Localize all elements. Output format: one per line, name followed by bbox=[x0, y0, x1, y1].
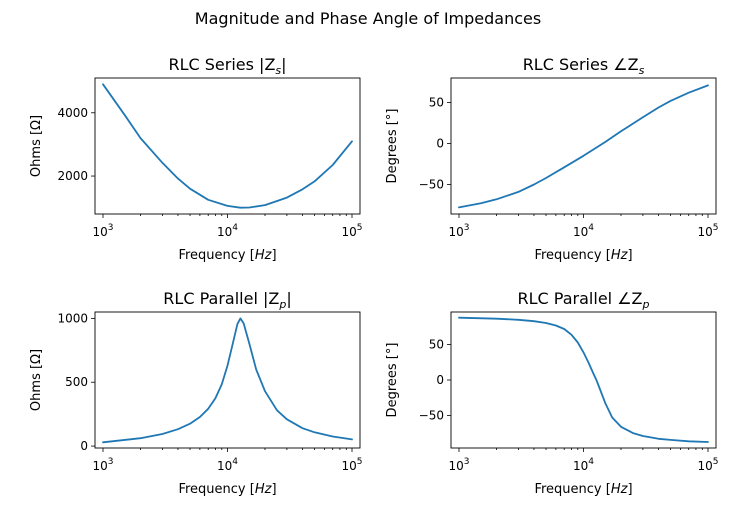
x-tick-base: 10 bbox=[341, 459, 356, 473]
x-tick-exponent: 4 bbox=[588, 223, 594, 233]
subplot-title-subscript: s bbox=[639, 64, 645, 77]
x-tick-label: 103 bbox=[92, 223, 113, 239]
x-tick-base: 10 bbox=[697, 459, 712, 473]
subplot-title-suffix: | bbox=[286, 289, 291, 308]
x-tick-label: 104 bbox=[573, 457, 594, 473]
subplot-title-subscript: s bbox=[275, 64, 281, 77]
x-axis-label-suffix: ] bbox=[627, 248, 632, 263]
subplot-title-suffix: | bbox=[281, 55, 286, 74]
subplot-title: RLC Parallel ∠Zp bbox=[518, 289, 650, 311]
y-tick-label: 500 bbox=[65, 375, 88, 389]
series-line bbox=[458, 316, 709, 443]
y-tick-label: −50 bbox=[419, 408, 444, 422]
x-tick-exponent: 5 bbox=[713, 457, 719, 467]
x-tick-base: 10 bbox=[448, 225, 463, 239]
x-tick-base: 10 bbox=[573, 459, 588, 473]
x-axis-label-unit: Hz bbox=[611, 248, 629, 263]
figure-title: Magnitude and Phase Angle of Impedances bbox=[195, 9, 541, 28]
x-tick-exponent: 5 bbox=[713, 223, 719, 233]
x-axis-label-unit: Hz bbox=[611, 482, 629, 497]
x-axis-label-main: Frequency [ bbox=[178, 248, 254, 263]
x-axis-label-suffix: ] bbox=[271, 482, 276, 497]
x-tick-base: 10 bbox=[92, 225, 107, 239]
x-tick-exponent: 3 bbox=[464, 457, 470, 467]
x-tick-exponent: 3 bbox=[108, 457, 114, 467]
subplot-title-main: RLC Parallel |Z bbox=[163, 289, 279, 308]
y-axis-label: Degrees [°] bbox=[385, 343, 400, 418]
x-tick-base: 10 bbox=[341, 225, 356, 239]
y-tick-label: 0 bbox=[436, 137, 444, 151]
x-tick-exponent: 4 bbox=[232, 457, 238, 467]
subplot-title-subscript: p bbox=[278, 298, 286, 311]
y-axis-label: Degrees [°] bbox=[385, 109, 400, 184]
x-tick-label: 103 bbox=[448, 223, 469, 239]
subplot-title: RLC Parallel |Zp| bbox=[163, 289, 291, 311]
x-axis-label-main: Frequency [ bbox=[534, 248, 610, 263]
x-tick-label: 105 bbox=[697, 223, 718, 239]
x-tick-exponent: 4 bbox=[588, 457, 594, 467]
x-tick-exponent: 3 bbox=[464, 223, 470, 233]
x-axis-label: Frequency [Hz] bbox=[534, 482, 632, 497]
x-tick-label: 105 bbox=[341, 457, 362, 473]
x-tick-label: 105 bbox=[341, 223, 362, 239]
y-tick-label: 0 bbox=[80, 439, 88, 453]
y-tick-label: 50 bbox=[429, 96, 444, 110]
series-line bbox=[102, 83, 353, 209]
subplot-title: RLC Series ∠Zs bbox=[523, 55, 645, 77]
subplot-title-subscript: p bbox=[642, 298, 650, 311]
x-tick-exponent: 3 bbox=[108, 223, 114, 233]
x-tick-base: 10 bbox=[217, 225, 232, 239]
x-tick-base: 10 bbox=[697, 225, 712, 239]
y-axis-label: Ohms [Ω] bbox=[29, 349, 44, 411]
y-axis-label: Ohms [Ω] bbox=[29, 115, 44, 177]
series-line bbox=[102, 317, 353, 444]
y-tick-label: 50 bbox=[429, 338, 444, 352]
x-tick-base: 10 bbox=[448, 459, 463, 473]
y-tick-label: −50 bbox=[419, 178, 444, 192]
x-tick-base: 10 bbox=[217, 459, 232, 473]
subplot-title-main: RLC Series |Z bbox=[168, 55, 275, 74]
x-axis-label: Frequency [Hz] bbox=[178, 248, 276, 263]
x-axis-label-main: Frequency [ bbox=[178, 482, 254, 497]
x-tick-exponent: 5 bbox=[357, 457, 363, 467]
x-tick-label: 104 bbox=[217, 457, 238, 473]
x-axis-label: Frequency [Hz] bbox=[178, 482, 276, 497]
subplot-title-main: RLC Series ∠Z bbox=[523, 55, 639, 74]
x-tick-label: 103 bbox=[92, 457, 113, 473]
x-axis-label-unit: Hz bbox=[255, 248, 273, 263]
x-tick-exponent: 4 bbox=[232, 223, 238, 233]
y-tick-label: 0 bbox=[436, 373, 444, 387]
x-axis-label-suffix: ] bbox=[271, 248, 276, 263]
x-tick-exponent: 5 bbox=[357, 223, 363, 233]
x-tick-label: 103 bbox=[448, 457, 469, 473]
x-tick-label: 104 bbox=[573, 223, 594, 239]
y-tick-label: 1000 bbox=[57, 311, 88, 325]
series-line bbox=[458, 84, 709, 209]
x-axis-label-suffix: ] bbox=[627, 482, 632, 497]
x-tick-label: 104 bbox=[217, 223, 238, 239]
y-tick-label: 2000 bbox=[57, 169, 88, 183]
x-axis-label-main: Frequency [ bbox=[534, 482, 610, 497]
x-tick-base: 10 bbox=[573, 225, 588, 239]
x-tick-base: 10 bbox=[92, 459, 107, 473]
y-tick-label: 4000 bbox=[57, 106, 88, 120]
x-axis-label-unit: Hz bbox=[255, 482, 273, 497]
subplot-title-main: RLC Parallel ∠Z bbox=[518, 289, 643, 308]
subplot-title: RLC Series |Zs| bbox=[168, 55, 286, 77]
x-axis-label: Frequency [Hz] bbox=[534, 248, 632, 263]
x-tick-label: 105 bbox=[697, 457, 718, 473]
